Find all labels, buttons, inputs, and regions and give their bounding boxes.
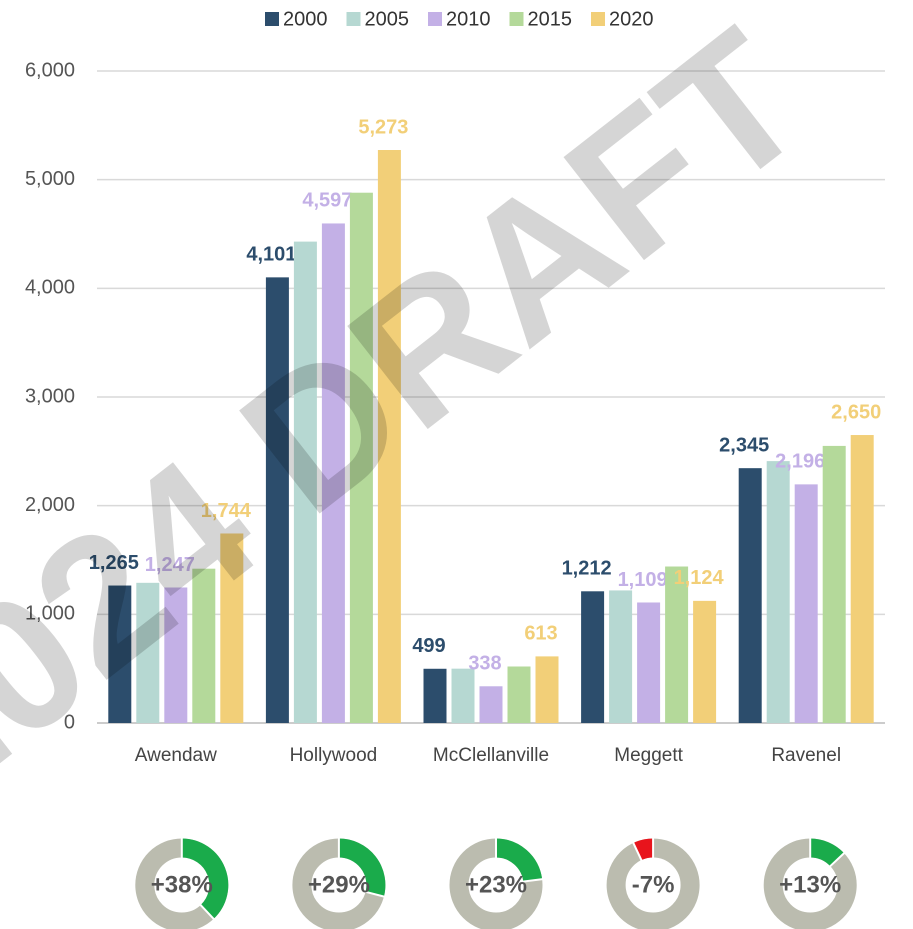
value-label: 1,124 <box>674 567 725 589</box>
value-label: 338 <box>468 653 501 675</box>
donut-arc <box>633 838 654 861</box>
legend-swatch <box>509 12 524 26</box>
bar <box>479 686 503 723</box>
bar <box>637 602 661 723</box>
x-tick-label: Meggett <box>614 745 683 766</box>
value-label: 1,744 <box>201 500 252 522</box>
donut-gap <box>198 903 216 921</box>
y-tick-label: 0 <box>64 711 75 733</box>
x-tick-label: Ravenel <box>771 745 841 766</box>
bar <box>609 590 633 723</box>
donut-label: +29% <box>308 871 370 898</box>
value-label: 613 <box>524 623 557 645</box>
bar <box>693 600 717 723</box>
bar <box>822 445 846 723</box>
bar <box>451 668 475 723</box>
legend-label: 2015 <box>528 8 573 30</box>
y-tick-label: 6,000 <box>25 59 75 81</box>
bar <box>192 568 216 723</box>
bar <box>507 666 531 723</box>
y-tick-label: 2,000 <box>25 494 75 516</box>
donut-arc <box>809 838 845 867</box>
value-label: 4,597 <box>302 190 352 212</box>
donut-gap <box>828 851 846 868</box>
bar <box>349 192 373 723</box>
bar <box>665 566 689 723</box>
value-label: 4,101 <box>246 244 296 266</box>
value-label: 1,212 <box>562 558 612 580</box>
donut-arc <box>338 838 386 897</box>
y-tick-label: 1,000 <box>25 603 75 625</box>
value-label: 1,265 <box>89 552 139 574</box>
value-label: 499 <box>412 635 445 657</box>
x-tick-label: McClellanville <box>433 745 549 766</box>
value-label: 1,247 <box>145 554 195 576</box>
bar <box>581 591 605 723</box>
bar <box>136 582 160 723</box>
legend-label: 2005 <box>365 8 410 30</box>
y-tick-label: 5,000 <box>25 168 75 190</box>
bar <box>766 461 790 723</box>
value-label: 1,109 <box>618 569 668 591</box>
donut-label: -7% <box>632 871 675 898</box>
donut-arc <box>495 838 543 883</box>
bar <box>535 656 559 723</box>
donut-label: +13% <box>779 871 841 898</box>
x-tick-label: Hollywood <box>290 745 378 766</box>
donut-label: +38% <box>151 871 213 898</box>
value-label: 2,196 <box>775 451 825 473</box>
x-tick-label: Awendaw <box>135 745 217 766</box>
legend-label: 2020 <box>609 8 654 30</box>
legend-label: 2010 <box>446 8 491 30</box>
bar <box>321 223 345 723</box>
y-tick-label: 4,000 <box>25 277 75 299</box>
bar <box>265 277 289 723</box>
bar <box>293 241 317 723</box>
bar <box>423 668 447 723</box>
y-tick-label: 3,000 <box>25 385 75 407</box>
bar <box>738 468 762 723</box>
bar <box>220 533 244 723</box>
donut-gap <box>521 877 544 883</box>
legend-swatch <box>428 12 442 26</box>
legend-swatch <box>346 12 361 26</box>
donut-arc <box>181 838 229 919</box>
donut-gap <box>363 890 386 898</box>
legend-label: 2000 <box>283 8 328 30</box>
bar <box>794 484 818 723</box>
value-label: 5,273 <box>358 116 408 138</box>
donut-label: +23% <box>465 871 527 898</box>
bar <box>377 150 401 723</box>
legend-swatch <box>265 12 279 26</box>
value-label: 2,345 <box>719 434 769 456</box>
value-label: 2,650 <box>831 401 881 423</box>
bar <box>850 435 874 723</box>
bar <box>164 587 188 723</box>
bar <box>108 585 132 723</box>
legend-swatch <box>591 12 605 26</box>
donut-gap <box>631 841 643 862</box>
